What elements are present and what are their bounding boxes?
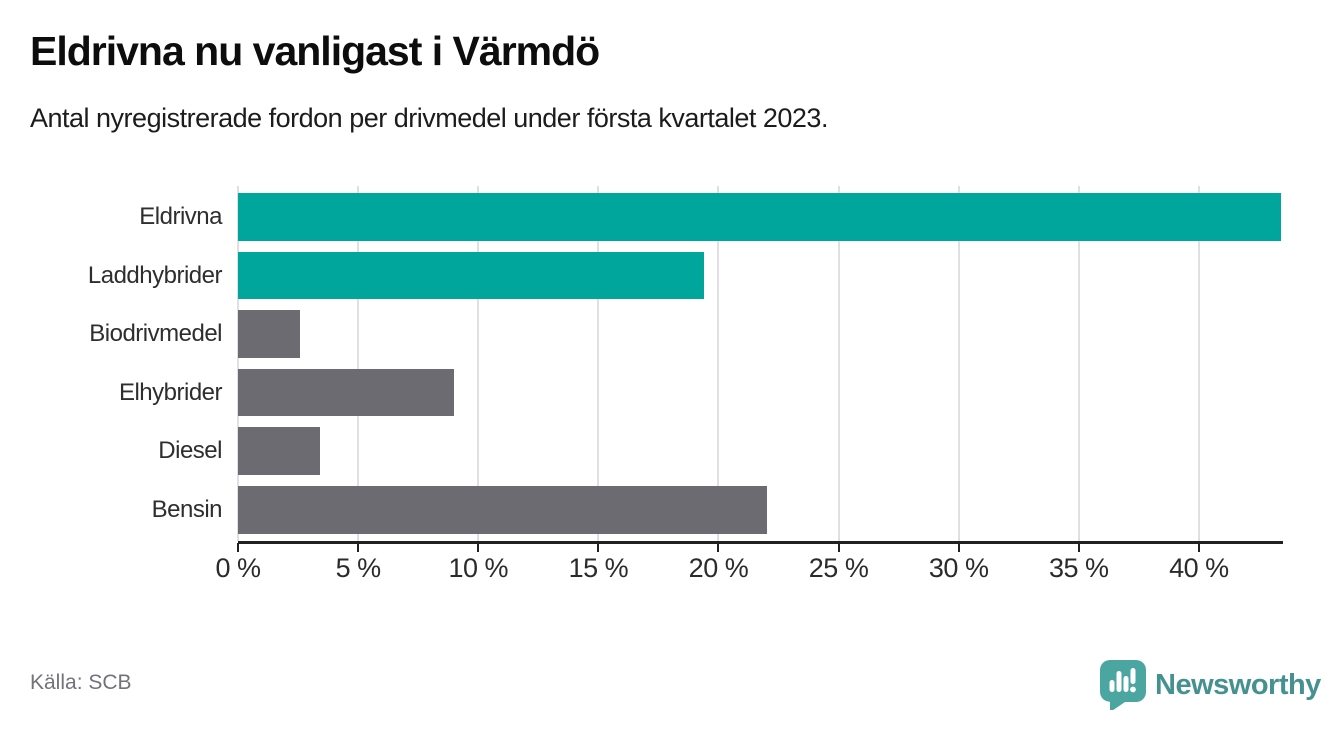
category-label-biodrivmedel: Biodrivmedel xyxy=(89,320,222,348)
x-tick-40 xyxy=(1197,543,1200,552)
bar-eldrivna xyxy=(238,193,1281,241)
gridline-20 xyxy=(717,186,720,541)
category-label-elhybrider: Elhybrider xyxy=(118,378,223,406)
category-label-laddhybrider: Laddhybrider xyxy=(87,261,223,289)
x-tick-label-0: 0 % xyxy=(215,553,261,583)
gridline-25 xyxy=(837,186,840,541)
x-tick-label-20: 20 % xyxy=(688,553,749,583)
category-label-diesel: Diesel xyxy=(158,437,222,465)
x-axis-line xyxy=(238,541,1283,544)
bar-bensin xyxy=(238,486,767,534)
x-tick-35 xyxy=(1077,543,1080,552)
x-tick-5 xyxy=(357,543,360,552)
gridline-35 xyxy=(1077,186,1080,541)
source-label: Källa: SCB xyxy=(30,671,132,694)
x-tick-25 xyxy=(837,543,840,552)
gridline-10 xyxy=(477,186,480,541)
newsworthy-logo: Newsworthy xyxy=(1100,660,1321,710)
x-tick-label-15: 15 % xyxy=(568,553,629,583)
category-label-bensin: Bensin xyxy=(151,496,223,523)
gridline-15 xyxy=(597,186,600,541)
gridline-30 xyxy=(957,186,960,541)
x-tick-10 xyxy=(477,543,480,552)
x-tick-label-5: 5 % xyxy=(335,553,382,583)
bar-elhybrider xyxy=(238,368,455,417)
bar-laddhybrider xyxy=(238,251,705,300)
gridline-5 xyxy=(357,186,360,541)
chart-subtitle: Antal nyregistrerade fordon per drivmede… xyxy=(30,103,828,133)
x-tick-20 xyxy=(717,543,720,552)
x-tick-label-30: 30 % xyxy=(928,553,989,583)
bar-biodrivmedel xyxy=(238,310,301,358)
x-tick-label-10: 10 % xyxy=(448,553,508,583)
x-tick-label-25: 25 % xyxy=(808,553,869,583)
gridline-0 xyxy=(237,186,239,541)
brand-name: Newsworthy xyxy=(1155,668,1321,701)
x-tick-0 xyxy=(237,543,239,552)
category-label-eldrivna: Eldrivna xyxy=(139,203,222,230)
newsworthy-pin-icon xyxy=(1100,660,1146,710)
gridline-40 xyxy=(1197,186,1200,541)
bar-diesel xyxy=(238,427,320,475)
x-tick-30 xyxy=(957,543,960,552)
x-tick-label-35: 35 % xyxy=(1049,553,1109,583)
x-tick-15 xyxy=(597,543,600,552)
chart-title: Eldrivna nu vanligast i Värmdö xyxy=(30,28,600,74)
x-tick-label-40: 40 % xyxy=(1169,553,1229,583)
